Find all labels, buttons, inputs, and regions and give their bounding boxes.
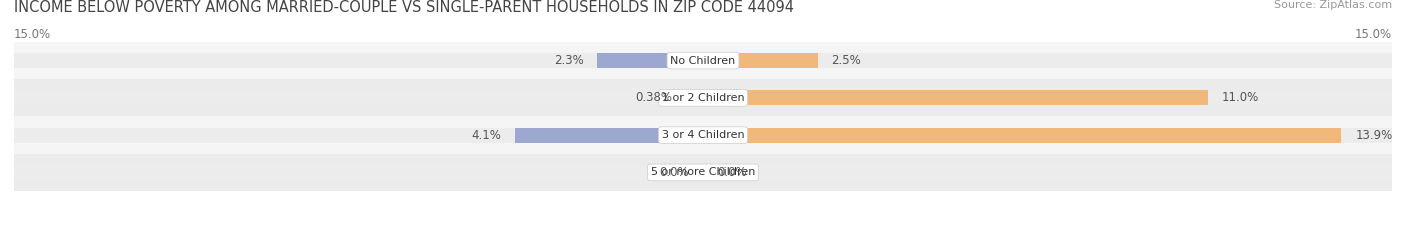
Bar (14, 165, 703, 180)
Bar (14, 79, 1392, 116)
Text: 0.0%: 0.0% (659, 166, 689, 179)
Text: 3 or 4 Children: 3 or 4 Children (662, 130, 744, 140)
Text: 15.0%: 15.0% (1355, 28, 1392, 41)
Bar (14, 42, 1392, 79)
Bar (703, 53, 1392, 68)
Bar (515, 128, 703, 143)
Bar (14, 116, 1392, 154)
Text: 2.5%: 2.5% (831, 54, 862, 67)
Text: 13.9%: 13.9% (1355, 129, 1392, 142)
Text: 5 or more Children: 5 or more Children (651, 168, 755, 177)
Text: 2.3%: 2.3% (554, 54, 583, 67)
Text: 11.0%: 11.0% (1222, 91, 1260, 104)
Bar (703, 128, 1341, 143)
Bar (14, 90, 703, 105)
Bar (703, 90, 1208, 105)
Bar (14, 128, 703, 143)
Text: INCOME BELOW POVERTY AMONG MARRIED-COUPLE VS SINGLE-PARENT HOUSEHOLDS IN ZIP COD: INCOME BELOW POVERTY AMONG MARRIED-COUPL… (14, 0, 794, 15)
Text: 0.0%: 0.0% (717, 166, 747, 179)
Bar (703, 128, 1392, 143)
Bar (686, 90, 703, 105)
Bar (14, 53, 703, 68)
Text: 1 or 2 Children: 1 or 2 Children (662, 93, 744, 103)
Text: 0.38%: 0.38% (634, 91, 672, 104)
Text: 15.0%: 15.0% (14, 28, 51, 41)
Bar (703, 90, 1392, 105)
Bar (703, 165, 1392, 180)
Text: No Children: No Children (671, 56, 735, 65)
Text: 4.1%: 4.1% (471, 129, 501, 142)
Bar (14, 154, 1392, 191)
Text: Source: ZipAtlas.com: Source: ZipAtlas.com (1274, 0, 1392, 10)
Bar (703, 53, 818, 68)
Bar (598, 53, 703, 68)
